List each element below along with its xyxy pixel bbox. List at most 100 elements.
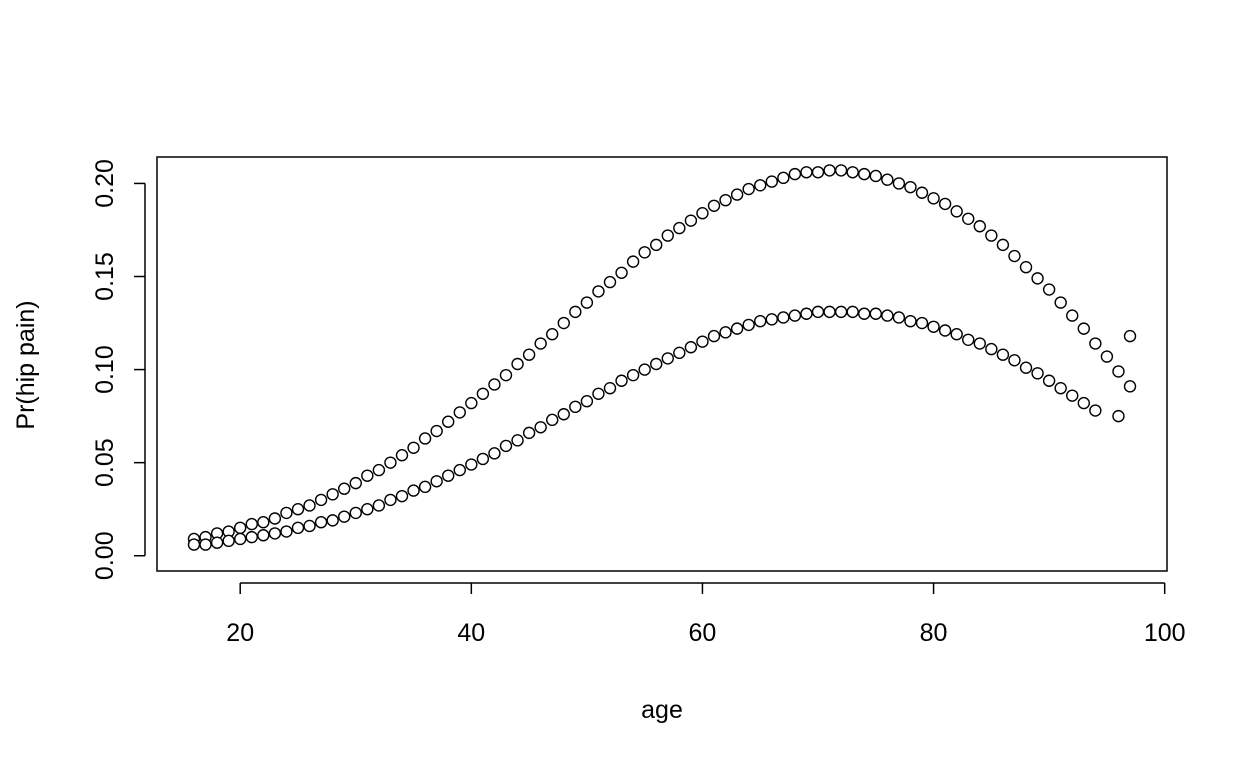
data-point <box>430 424 443 438</box>
data-point <box>268 512 282 525</box>
data-point <box>476 387 490 400</box>
data-point <box>800 307 813 320</box>
data-point <box>719 193 732 207</box>
data-point <box>372 499 386 512</box>
data-point <box>788 309 802 322</box>
data-point <box>407 441 420 454</box>
data-point <box>1019 261 1033 274</box>
data-point <box>222 534 235 548</box>
data-point <box>707 329 721 343</box>
data-points <box>187 164 1137 551</box>
data-point <box>338 482 351 495</box>
data-point <box>603 381 617 395</box>
data-point <box>430 475 443 488</box>
data-point <box>465 458 478 471</box>
data-point <box>384 456 397 469</box>
data-point <box>488 378 501 391</box>
x-tick-label: 80 <box>920 619 948 647</box>
data-point <box>996 238 1010 252</box>
data-point <box>592 285 605 298</box>
data-point <box>626 368 640 382</box>
data-point <box>684 214 698 227</box>
data-point <box>834 305 848 319</box>
x-tick-label: 100 <box>1144 619 1186 647</box>
data-point <box>499 439 513 453</box>
data-point <box>245 517 258 531</box>
data-point <box>719 326 732 339</box>
data-point <box>592 387 605 400</box>
data-point <box>338 510 351 523</box>
data-point <box>950 205 963 218</box>
data-point <box>696 335 709 348</box>
data-point <box>210 536 224 549</box>
data-point <box>650 357 663 371</box>
data-point <box>580 296 594 309</box>
data-point <box>915 186 929 199</box>
data-point <box>522 426 536 440</box>
data-point <box>1123 329 1137 343</box>
data-point <box>603 275 617 289</box>
data-point <box>846 305 859 319</box>
y-tick-label: 0.15 <box>91 252 119 301</box>
y-tick-label: 0.00 <box>91 531 119 580</box>
data-point <box>650 238 663 252</box>
data-point <box>1089 404 1102 417</box>
data-point <box>268 527 282 540</box>
data-point <box>881 173 894 186</box>
data-point <box>846 166 859 179</box>
data-point <box>372 463 386 477</box>
data-point <box>661 352 674 365</box>
data-point <box>569 400 582 414</box>
data-point <box>1066 309 1079 322</box>
data-point <box>476 452 490 466</box>
data-point <box>858 307 871 320</box>
data-point <box>453 463 466 477</box>
data-point <box>962 333 975 347</box>
data-point <box>257 516 270 529</box>
data-point <box>638 246 651 259</box>
data-point <box>407 484 420 497</box>
data-point <box>326 514 339 527</box>
y-tick-label: 0.05 <box>91 438 119 487</box>
data-point <box>765 313 778 326</box>
data-point <box>673 346 686 360</box>
data-point <box>361 469 374 482</box>
data-point <box>557 316 570 330</box>
data-point <box>187 538 201 551</box>
y-tick-label: 0.10 <box>91 345 119 394</box>
data-point <box>534 337 547 350</box>
data-point <box>777 311 790 324</box>
data-point <box>626 255 640 268</box>
data-point <box>777 171 790 185</box>
data-point <box>811 305 825 319</box>
y-axis-title: Pr(hip pain) <box>12 300 40 429</box>
data-point <box>661 229 674 242</box>
data-point <box>707 199 721 212</box>
data-point <box>511 357 524 371</box>
data-point <box>858 167 871 181</box>
data-point <box>985 342 998 356</box>
data-point <box>927 192 940 205</box>
y-tick-label: 0.20 <box>91 159 119 208</box>
data-point <box>1008 354 1021 367</box>
data-point <box>938 197 952 211</box>
data-point <box>465 396 478 410</box>
data-point <box>1019 361 1033 374</box>
data-point <box>234 521 247 535</box>
data-point <box>892 177 906 190</box>
data-point <box>257 529 270 542</box>
data-point <box>395 449 409 462</box>
data-point <box>453 406 466 419</box>
data-point <box>291 521 305 535</box>
data-point <box>303 499 316 512</box>
data-point <box>615 374 628 387</box>
data-point <box>234 532 247 546</box>
data-point <box>927 320 940 333</box>
data-point <box>754 314 767 328</box>
data-point <box>1077 396 1090 410</box>
data-point <box>788 167 802 181</box>
x-axis: 20 40 60 80 100 <box>226 582 1186 647</box>
data-point <box>384 493 397 507</box>
data-point <box>673 221 686 235</box>
